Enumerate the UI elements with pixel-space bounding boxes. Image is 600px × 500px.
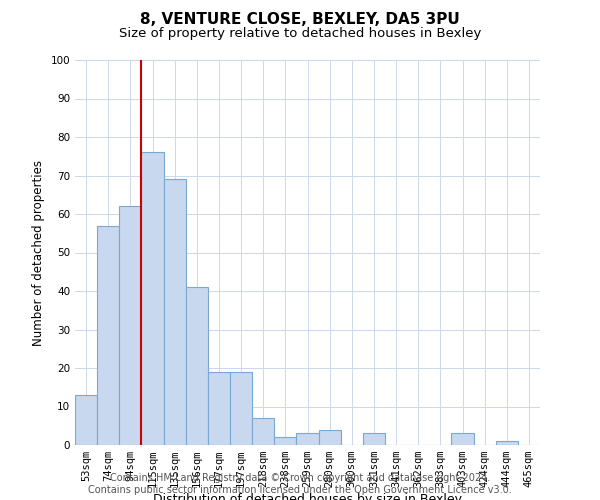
Bar (319, 430, 341, 445)
Text: Size of property relative to detached houses in Bexley: Size of property relative to detached ho… (119, 28, 481, 40)
Y-axis label: Number of detached properties: Number of detached properties (32, 160, 45, 346)
Bar (186, 287, 208, 445)
Bar (451, 434, 473, 445)
Bar (119, 206, 142, 445)
Bar (496, 441, 518, 445)
X-axis label: Distribution of detached houses by size in Bexley: Distribution of detached houses by size … (153, 493, 462, 500)
Text: 8, VENTURE CLOSE, BEXLEY, DA5 3PU: 8, VENTURE CLOSE, BEXLEY, DA5 3PU (140, 12, 460, 28)
Bar (164, 180, 186, 445)
Bar (75, 395, 97, 445)
Bar (274, 438, 296, 445)
Bar (363, 434, 385, 445)
Text: Contains HM Land Registry data © Crown copyright and database right 2024.
Contai: Contains HM Land Registry data © Crown c… (88, 474, 512, 495)
Bar (142, 152, 164, 445)
Bar (252, 418, 274, 445)
Bar (230, 372, 252, 445)
Bar (296, 434, 319, 445)
Bar (208, 372, 230, 445)
Bar (97, 226, 119, 445)
